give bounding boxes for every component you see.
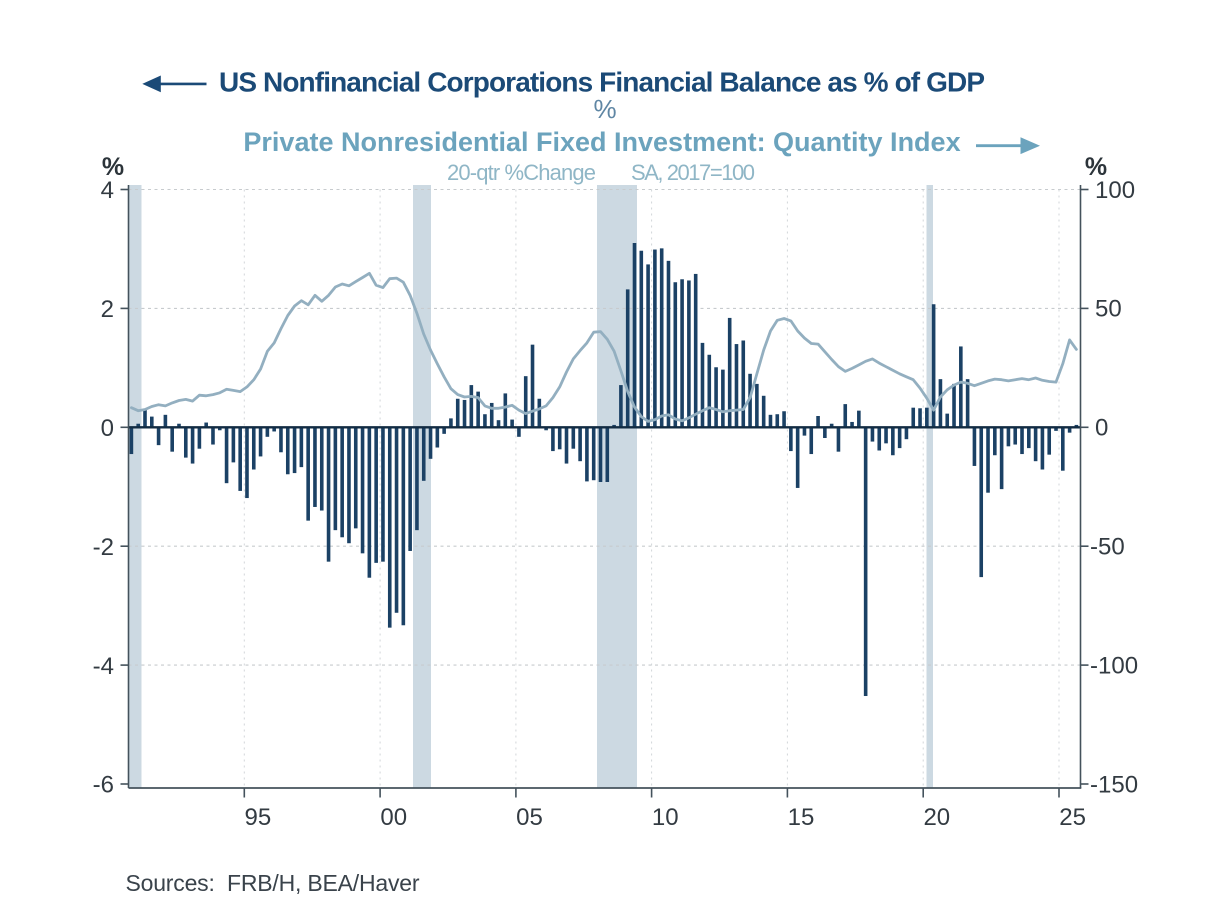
svg-text:-50: -50: [1090, 534, 1125, 561]
svg-text:-6: -6: [93, 772, 114, 799]
svg-text:15: 15: [788, 804, 815, 831]
svg-text:20-qtr %Change: 20-qtr %Change: [447, 160, 596, 185]
svg-text:-100: -100: [1090, 652, 1138, 679]
svg-text:10: 10: [652, 804, 679, 831]
svg-text:20: 20: [923, 804, 950, 831]
svg-text:-150: -150: [1090, 771, 1138, 798]
svg-text:-4: -4: [93, 653, 114, 680]
svg-text:2: 2: [101, 296, 114, 323]
svg-text:05: 05: [516, 804, 543, 831]
svg-text:-2: -2: [93, 534, 114, 561]
svg-text:%: %: [1085, 153, 1107, 181]
svg-text:100: 100: [1095, 177, 1135, 204]
svg-text:00: 00: [380, 804, 407, 831]
svg-text:95: 95: [245, 804, 272, 831]
svg-text:50: 50: [1095, 296, 1122, 323]
svg-text:%: %: [593, 94, 616, 124]
svg-text:SA, 2017=100: SA, 2017=100: [631, 160, 755, 185]
svg-text:%: %: [102, 153, 124, 181]
svg-text:0: 0: [1095, 415, 1108, 442]
svg-text:Private Nonresidential Fixed I: Private Nonresidential Fixed Investment:…: [243, 127, 960, 157]
svg-text:25: 25: [1059, 804, 1086, 831]
svg-text:Sources: FRB/H, BEA/Haver: Sources: FRB/H, BEA/Haver: [126, 870, 420, 896]
svg-text:0: 0: [101, 415, 114, 442]
svg-text:US Nonfinancial Corporations F: US Nonfinancial Corporations Financial B…: [219, 67, 985, 98]
svg-text:4: 4: [101, 177, 114, 204]
